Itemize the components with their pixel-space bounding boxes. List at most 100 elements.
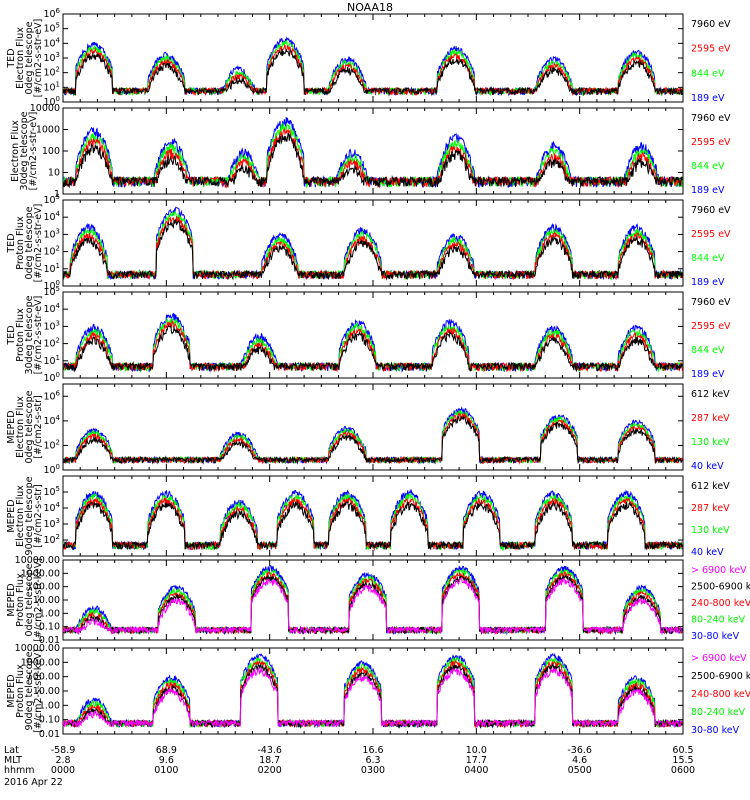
- legend-entry: 2500-6900 keV: [691, 582, 750, 593]
- data-traces: [63, 564, 683, 636]
- axis-row-value: 0600: [671, 765, 695, 776]
- legend-entry: > 6900 keV: [691, 653, 747, 664]
- series-line: [63, 577, 683, 636]
- y-axis-label: 90deg telescope: [24, 476, 35, 555]
- y-tick-label: 0.10: [39, 622, 60, 633]
- time-axis: Lat -58.9 68.9 -43.6 16.6 10.0 -36.6 60.5 MLT 2.8…: [4, 745, 695, 776]
- y-axis-label: MEPED: [6, 674, 17, 707]
- y-tick-label: 106: [43, 7, 60, 20]
- y-axis-label: [#/cm2-s-str-keV]: [33, 649, 44, 733]
- y-tick-label: 1000.00: [21, 657, 60, 668]
- y-axis-label: TED: [6, 233, 17, 253]
- y-tick-label: 0.10: [39, 715, 60, 726]
- axis-row-value: 16.6: [362, 745, 383, 756]
- y-tick-label: 1: [54, 189, 60, 200]
- legend-entry: 30-80 keV: [691, 725, 740, 736]
- y-tick-label: 100: [43, 371, 60, 384]
- legend-entry: 40 keV: [691, 547, 724, 558]
- y-tick-label: 0.01: [39, 635, 60, 646]
- series-line: [63, 409, 683, 465]
- y-axis-label: Electron Flux: [10, 120, 21, 182]
- series-line: [63, 48, 683, 97]
- series-line: [63, 564, 683, 636]
- axis-row-value: -43.6: [257, 745, 282, 756]
- axis-row-value: 68.9: [156, 745, 177, 756]
- axis-row-value: 0000: [51, 765, 75, 776]
- legend-entry: 287 keV: [691, 413, 730, 424]
- y-tick-label: 10000: [30, 103, 60, 114]
- y-tick-label: 101: [43, 354, 60, 367]
- date-label: 2016 Apr 22: [4, 777, 63, 788]
- legend-entry: 2595 eV: [691, 321, 731, 332]
- y-tick-label: 104: [43, 414, 60, 427]
- y-tick-label: 100: [42, 146, 60, 157]
- legend-entry: 612 keV: [691, 481, 730, 492]
- legend-entry: 844 eV: [691, 161, 725, 172]
- y-axis-label: MEPED: [6, 499, 17, 532]
- axis-row-value: 15.5: [672, 755, 693, 766]
- data-traces: [63, 206, 683, 281]
- y-tick-label: 104: [43, 501, 60, 514]
- legend-entry: 7960 eV: [691, 297, 731, 308]
- axis-row-value: 0300: [361, 765, 385, 776]
- series-line: [63, 652, 683, 729]
- series-line: [63, 317, 683, 373]
- series-line: [63, 500, 683, 551]
- data-traces: [63, 312, 683, 373]
- axis-row-value: 9.6: [159, 755, 174, 766]
- panel-7: 0.01 0.10 1.00 10.00 100.00 1000.00 10000.00 ME…: [6, 555, 750, 646]
- y-axis-label: 0deg telescope: [24, 206, 35, 279]
- y-tick-label: 100.00: [27, 672, 60, 683]
- y-tick-label: 1000.00: [21, 568, 60, 579]
- figure-title: NOAA18: [347, 1, 393, 14]
- y-tick-label: 104: [43, 302, 60, 315]
- y-axis-label: Electron Flux: [15, 485, 26, 547]
- y-axis-label: 0deg telescope: [24, 21, 35, 94]
- legend-entry: 612 keV: [691, 389, 730, 400]
- legend-entry: 189 eV: [691, 369, 725, 380]
- legend-entry: 189 eV: [691, 277, 725, 288]
- legend-entry: 30-80 keV: [691, 631, 740, 642]
- legend-entry: 844 eV: [691, 253, 725, 264]
- series-line: [63, 488, 683, 551]
- y-axis-label: 30deg telescope: [24, 295, 35, 374]
- series-line: [63, 415, 683, 465]
- axis-row-value: 0400: [464, 765, 488, 776]
- legend-entry: 287 keV: [691, 503, 730, 514]
- y-axis-label: Proton Flux: [15, 664, 26, 718]
- series-line: [63, 324, 683, 373]
- y-axis-label: Electron Flux: [15, 27, 26, 89]
- y-tick-label: 10000.00: [15, 643, 60, 654]
- data-traces: [63, 406, 683, 465]
- y-tick-label: 103: [43, 51, 60, 64]
- y-axis-label: 90deg telescope: [24, 651, 35, 730]
- data-traces: [63, 488, 683, 552]
- y-axis-label: Electron Flux: [15, 396, 26, 458]
- y-axis-label: [#/cm2-s-str]: [33, 484, 44, 547]
- y-tick-label: 102: [43, 245, 60, 258]
- series-line: [63, 406, 683, 465]
- y-axis-label: 0deg telescope: [24, 390, 35, 463]
- y-tick-label: 1.00: [39, 608, 60, 619]
- legend-entry: 240-800 keV: [691, 689, 750, 700]
- data-traces: [63, 652, 683, 730]
- y-axis-label: 0deg telescope: [24, 563, 35, 636]
- series-line: [63, 117, 683, 189]
- y-tick-label: 104: [43, 210, 60, 223]
- series-line: [63, 133, 683, 189]
- y-axis-label: TED: [6, 48, 17, 68]
- y-axis-label: Proton Flux: [15, 216, 26, 270]
- y-tick-label: 106: [43, 389, 60, 402]
- y-axis-label: [#/cm2-s-str-eV]: [33, 296, 44, 375]
- axis-row-value: 17.7: [466, 755, 487, 766]
- series-line: [63, 412, 683, 465]
- y-tick-label: 102: [43, 438, 60, 451]
- series-line: [63, 571, 683, 636]
- series-line: [63, 656, 683, 729]
- y-tick-label: 103: [43, 319, 60, 332]
